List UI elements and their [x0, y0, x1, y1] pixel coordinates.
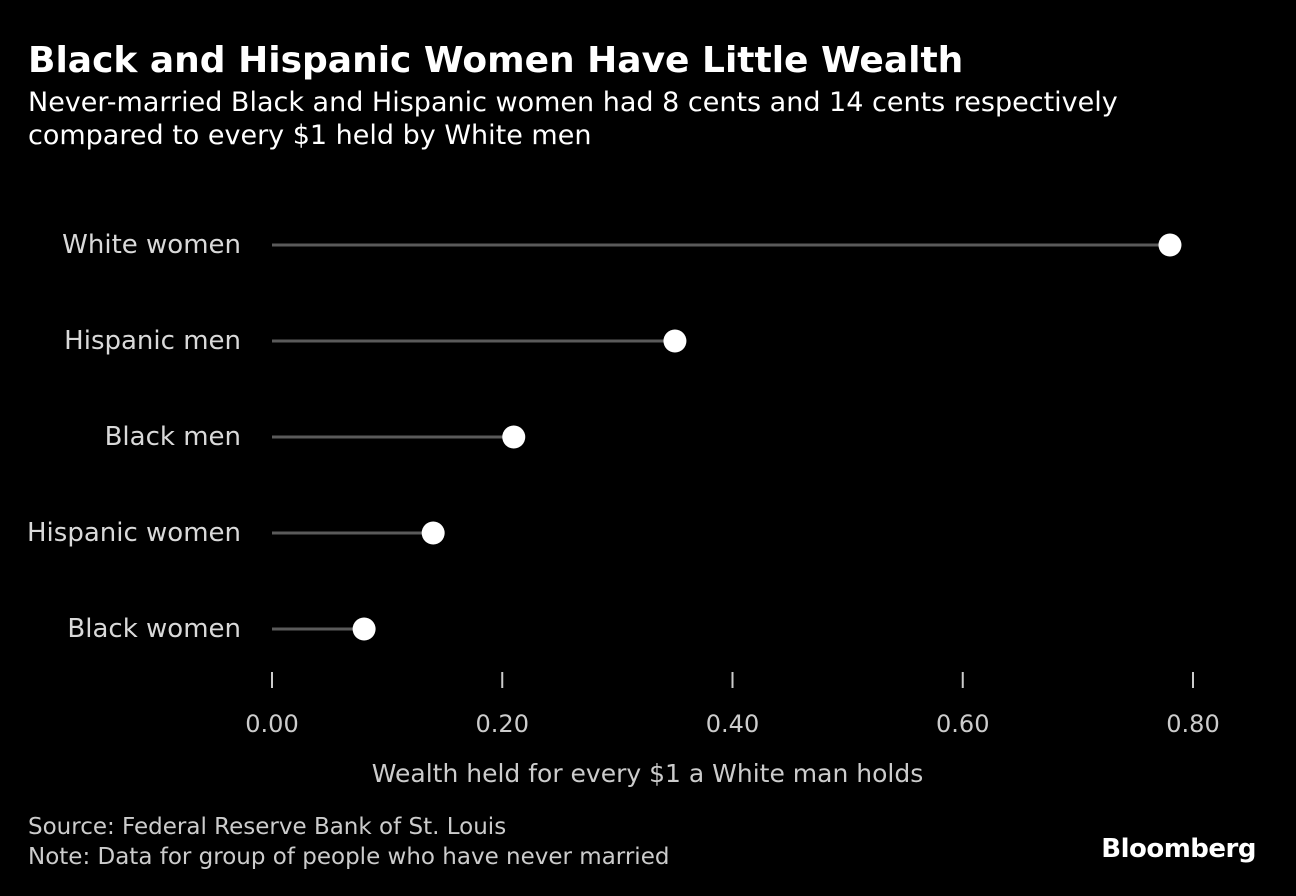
bloomberg-logo: Bloomberg: [1101, 834, 1256, 864]
dot-black-men: [502, 425, 526, 449]
chart-subtitle: Never-married Black and Hispanic women h…: [28, 87, 1118, 151]
x-axis-label: Wealth held for every $1 a White man hol…: [372, 759, 924, 788]
x-tick-label: 0.20: [476, 710, 529, 738]
category-label: White women: [62, 230, 241, 260]
category-label: Hispanic men: [64, 326, 241, 356]
source-note: Source: Federal Reserve Bank of St. Loui…: [28, 814, 507, 840]
dot-hispanic-women: [421, 521, 445, 545]
x-tick-label: 0.00: [245, 710, 298, 738]
footer: Source: Federal Reserve Bank of St. Loui…: [28, 812, 669, 872]
dot-white-women: [1158, 233, 1182, 257]
x-tick-label: 0.40: [706, 710, 759, 738]
category-label: Black women: [67, 614, 241, 644]
x-tick-label: 0.60: [936, 710, 989, 738]
category-label: Black men: [105, 422, 241, 452]
dot-plot: White women Hispanic men Black men Hispanic…: [27, 230, 1220, 788]
x-tick-label: 0.80: [1166, 710, 1219, 738]
chart-title: Black and Hispanic Women Have Little Wea…: [28, 40, 964, 81]
data-note: Note: Data for group of people who have …: [28, 844, 670, 870]
dot-hispanic-men: [663, 329, 687, 353]
dot-black-women: [352, 617, 376, 641]
category-label: Hispanic women: [27, 518, 241, 548]
